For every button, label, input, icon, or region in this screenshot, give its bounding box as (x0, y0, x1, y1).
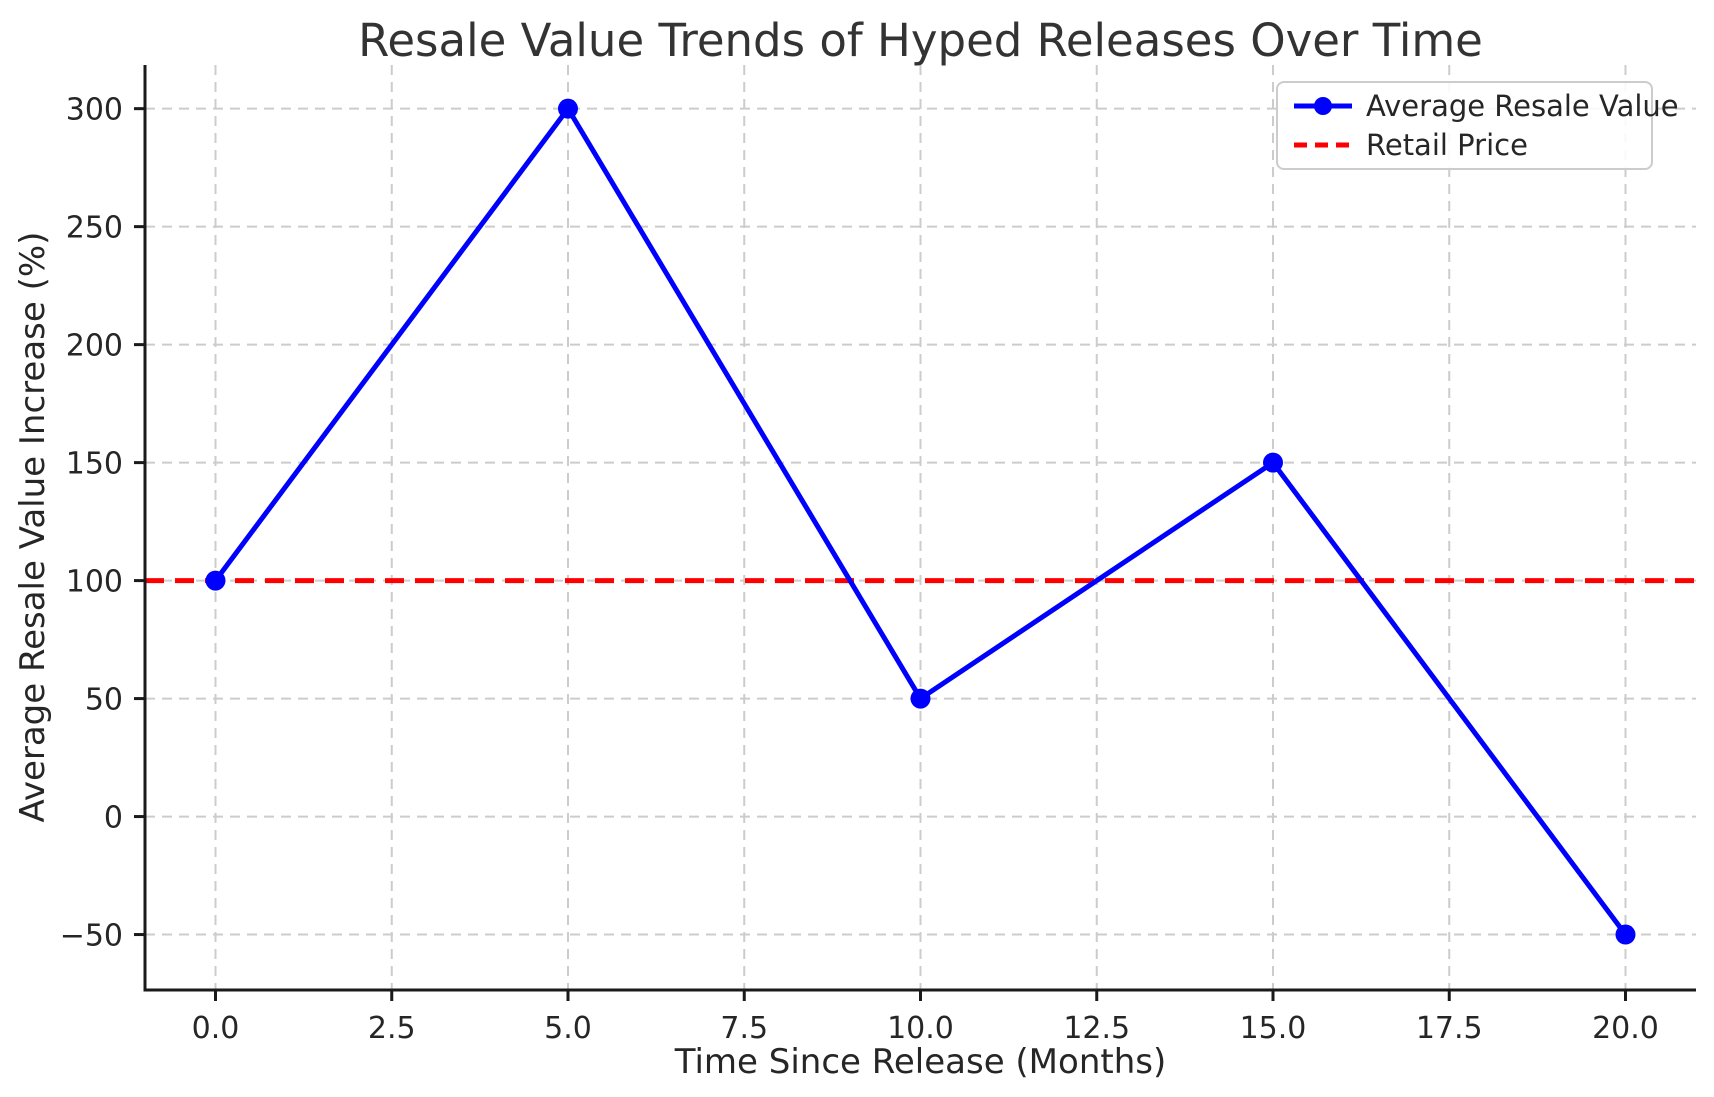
chart-title: Resale Value Trends of Hyped Releases Ov… (358, 14, 1483, 67)
data-point-marker (558, 98, 578, 119)
y-tick-label: 0 (104, 801, 123, 836)
resale-value-line (213, 106, 1628, 937)
data-point-marker (1615, 924, 1636, 945)
x-tick-label: 5.0 (544, 1011, 592, 1046)
x-tick-label: 10.0 (887, 1011, 954, 1046)
legend-dashed-line-icon (1294, 142, 1352, 148)
x-tick-label: 7.5 (720, 1011, 768, 1046)
x-tick-label: 12.5 (1063, 1011, 1130, 1046)
data-point-marker (205, 570, 226, 591)
y-axis-label: Average Resale Value Increase (%) (13, 231, 53, 823)
x-tick-label: 20.0 (1592, 1011, 1659, 1046)
y-tick-label: 150 (66, 447, 123, 482)
legend: Average Resale Value Retail Price (1276, 81, 1679, 170)
x-tick-label: 15.0 (1240, 1011, 1307, 1046)
y-tick-label: 200 (66, 329, 123, 364)
x-tick-label: 17.5 (1416, 1011, 1483, 1046)
data-point-marker (1263, 452, 1283, 473)
x-tick-label: 2.5 (368, 1011, 416, 1046)
x-tick-label: 0.0 (192, 1011, 240, 1046)
y-tick-label: 250 (66, 211, 123, 246)
x-axis-label: Time Since Release (Months) (674, 1042, 1167, 1082)
legend-label-retail-price: Retail Price (1366, 128, 1528, 163)
legend-line-marker-icon (1294, 96, 1352, 115)
y-tick-label: −50 (60, 919, 123, 954)
y-tick-label: 100 (66, 565, 123, 600)
data-point-marker (910, 688, 931, 709)
legend-label-average-resale-value: Average Resale Value (1366, 88, 1679, 123)
legend-blue-marker (1314, 96, 1332, 115)
legend-item-retail-price: Retail Price (1292, 128, 1641, 162)
y-tick-label: 50 (85, 683, 123, 718)
y-tick-label: 300 (66, 93, 123, 128)
legend-item-average-resale-value: Average Resale Value (1292, 89, 1679, 123)
